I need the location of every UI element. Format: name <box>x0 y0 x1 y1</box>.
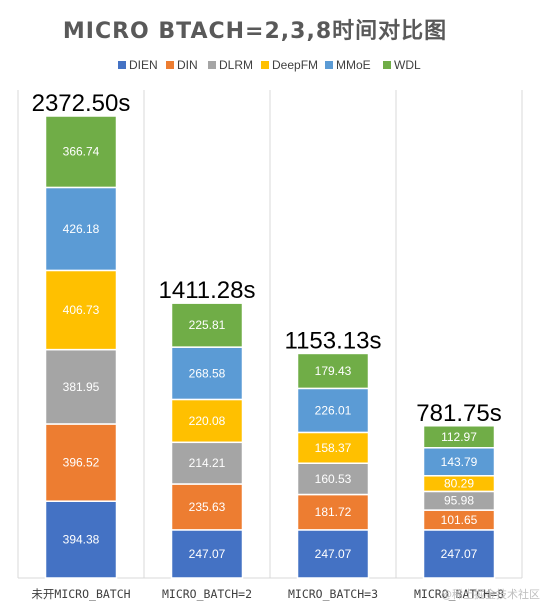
category-label: MICRO_BATCH=2 <box>162 587 252 601</box>
data-label-mmoe: 226.01 <box>315 403 352 417</box>
total-labels: 2372.50s 1411.28s 1153.13s 781.75s <box>32 90 502 427</box>
legend-swatch-dien <box>118 61 126 69</box>
bar-segment-din <box>296 493 370 531</box>
data-label-deepfm: 220.08 <box>189 414 226 428</box>
bar-segment-deepfm <box>170 398 244 444</box>
bar-segment-dlrm <box>296 462 370 496</box>
data-label-dlrm: 381.95 <box>63 380 100 394</box>
bar-segment-dien <box>44 500 118 579</box>
legend-label-din: DIN <box>177 58 198 72</box>
legend-swatch-mmoe <box>325 61 333 69</box>
total-label: 2372.50s <box>32 90 131 117</box>
data-label-deepfm: 406.73 <box>63 303 100 317</box>
bar-segment-din <box>44 423 118 502</box>
data-label-mmoe: 426.18 <box>63 222 100 236</box>
bar-segment-dien <box>422 529 496 579</box>
data-label-dlrm: 95.98 <box>444 494 474 508</box>
chart-title: MICRO BTACH=2,3,8时间对比图 <box>63 19 447 44</box>
bar-segment-wdl <box>296 352 370 390</box>
legend-swatch-wdl <box>383 61 391 69</box>
data-label-din: 235.63 <box>189 500 226 514</box>
legend-label-deepfm: DeepFM <box>272 58 318 72</box>
data-label-din: 181.72 <box>315 505 352 519</box>
bar-segment-deepfm <box>44 269 118 351</box>
data-label-dlrm: 160.53 <box>315 472 352 486</box>
data-label-dien: 394.38 <box>63 533 100 547</box>
legend-item-deepfm: DeepFM <box>261 58 318 72</box>
bar-segment-mmoe <box>44 186 118 272</box>
bar-segment-wdl <box>44 115 118 189</box>
bar-segment-wdl <box>170 302 244 348</box>
category-labels: 未开MICRO_BATCH MICRO_BATCH=2 MICRO_BATCH=3 M… <box>31 587 504 601</box>
data-label-dlrm: 214.21 <box>189 456 226 470</box>
legend-label-wdl: WDL <box>394 58 421 72</box>
legend-swatch-din <box>166 61 174 69</box>
bar-segment-dien <box>296 529 370 579</box>
data-label-dien: 247.07 <box>441 547 478 561</box>
bar-segment-deepfm <box>296 431 370 464</box>
bar-segment-din <box>170 483 244 531</box>
legend-item-wdl: WDL <box>383 58 421 72</box>
bar-group: 247.07 181.72 160.53 158.37 226.01 179.43 <box>296 352 370 579</box>
legend-swatch-dlrm <box>208 61 216 69</box>
legend: DIEN DIN DLRM DeepFM MMoE WDL <box>118 58 421 72</box>
bar-segment-dlrm <box>170 441 244 485</box>
data-label-dien: 247.07 <box>189 547 226 561</box>
data-label-deepfm: 80.29 <box>444 477 474 491</box>
bar-segment-wdl <box>422 425 496 449</box>
data-label-wdl: 112.97 <box>441 430 477 444</box>
category-label: MICRO_BATCH=8 <box>414 587 504 601</box>
total-label: 781.75s <box>416 400 501 427</box>
data-label-deepfm: 158.37 <box>315 441 352 455</box>
bar-group: 394.38 396.52 381.95 406.73 426.18 366.74 <box>44 115 118 579</box>
legend-item-dlrm: DLRM <box>208 58 253 72</box>
data-label-dien: 247.07 <box>315 547 352 561</box>
category-label: MICRO_BATCH=3 <box>288 587 378 601</box>
legend-item-dien: DIEN <box>118 58 158 72</box>
data-label-din: 396.52 <box>63 456 100 470</box>
legend-label-dlrm: DLRM <box>219 58 253 72</box>
bar-segment-mmoe <box>296 387 370 434</box>
legend-label-dien: DIEN <box>129 58 158 72</box>
data-label-wdl: 366.74 <box>63 145 100 159</box>
legend-swatch-deepfm <box>261 61 269 69</box>
data-label-mmoe: 268.58 <box>189 366 226 380</box>
data-label-din: 101.65 <box>441 513 478 527</box>
data-label-wdl: 179.43 <box>315 364 352 378</box>
bar-group: 247.07 101.65 95.98 80.29 143.79 112.97 <box>422 425 496 579</box>
legend-label-mmoe: MMoE <box>336 58 371 72</box>
watermark: @稀土掘金技术社区 <box>441 587 540 601</box>
bar-group: 247.07 235.63 214.21 220.08 268.58 225.81 <box>170 302 244 579</box>
bars: 394.38 396.52 381.95 406.73 426.18 366.74 247.… <box>44 115 496 579</box>
legend-item-din: DIN <box>166 58 198 72</box>
bar-segment-mmoe <box>170 346 244 401</box>
legend-item-mmoe: MMoE <box>325 58 371 72</box>
data-label-mmoe: 143.79 <box>441 455 478 469</box>
total-label: 1153.13s <box>285 327 382 354</box>
data-label-wdl: 225.81 <box>189 318 226 332</box>
total-label: 1411.28s <box>159 277 256 304</box>
category-label: 未开MICRO_BATCH <box>31 587 130 601</box>
